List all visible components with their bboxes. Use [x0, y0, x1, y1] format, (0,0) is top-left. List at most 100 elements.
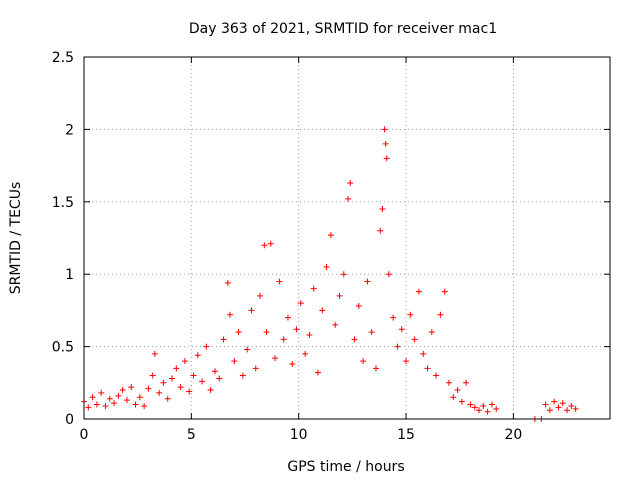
- data-point: [424, 365, 431, 372]
- data-point: [239, 372, 246, 379]
- data-point: [415, 288, 422, 295]
- data-point: [564, 407, 571, 414]
- data-point: [383, 155, 390, 162]
- data-point: [160, 379, 167, 386]
- data-point: [441, 288, 448, 295]
- axis-ticks: 0 0.5 1 1.5 2 2.5 0 5 10 15 20: [52, 50, 610, 443]
- data-point: [136, 394, 143, 401]
- data-point: [428, 329, 435, 336]
- data-point: [351, 336, 358, 343]
- data-point: [115, 392, 122, 399]
- data-point: [471, 404, 478, 411]
- data-point: [398, 326, 405, 333]
- data-point: [476, 407, 483, 414]
- data-point: [252, 365, 259, 372]
- data-point: [203, 343, 210, 350]
- x-tick-label: 0: [80, 427, 89, 443]
- data-point: [546, 407, 553, 414]
- data-point: [272, 355, 279, 362]
- data-point: [211, 368, 218, 375]
- data-point: [368, 329, 375, 336]
- data-point: [488, 401, 495, 408]
- data-point: [164, 395, 171, 402]
- data-point: [98, 389, 105, 396]
- data-point: [145, 385, 152, 392]
- data-point: [411, 336, 418, 343]
- data-point: [263, 329, 270, 336]
- y-tick-label: 1: [65, 267, 74, 283]
- data-point: [445, 379, 452, 386]
- data-point: [132, 401, 139, 408]
- data-point: [111, 400, 118, 407]
- data-point: [190, 372, 197, 379]
- data-point: [572, 405, 579, 412]
- data-point: [403, 358, 410, 365]
- data-point: [123, 397, 130, 404]
- data-point: [173, 365, 180, 372]
- data-point: [93, 401, 100, 408]
- data-point: [394, 343, 401, 350]
- x-axis-label: GPS time / hours: [287, 459, 404, 475]
- data-point: [347, 179, 354, 186]
- data-point: [216, 375, 223, 382]
- x-tick-label: 5: [187, 427, 196, 443]
- data-point: [360, 358, 367, 365]
- data-point: [106, 395, 113, 402]
- data-point: [493, 405, 500, 412]
- data-point: [235, 329, 242, 336]
- data-point: [276, 278, 283, 285]
- data-point: [381, 126, 388, 133]
- data-point: [340, 271, 347, 278]
- data-point: [177, 384, 184, 391]
- data-point: [568, 402, 575, 409]
- data-point: [542, 401, 549, 408]
- grid: [84, 57, 610, 419]
- data-point: [437, 311, 444, 318]
- data-point: [257, 292, 264, 299]
- data-point: [151, 350, 158, 357]
- data-point: [377, 227, 384, 234]
- data-point: [102, 402, 109, 409]
- data-point: [186, 388, 193, 395]
- data-point: [467, 401, 474, 408]
- data-point: [433, 372, 440, 379]
- data-point: [463, 379, 470, 386]
- data-point: [555, 404, 562, 411]
- data-point: [385, 271, 392, 278]
- data-point: [551, 398, 558, 405]
- data-point: [336, 292, 343, 299]
- data-point: [355, 303, 362, 310]
- y-tick-label: 1.5: [52, 195, 74, 211]
- data-point: [128, 384, 135, 391]
- x-tick-label: 15: [397, 427, 415, 443]
- y-tick-label: 2: [65, 122, 74, 138]
- data-point: [119, 387, 126, 394]
- data-point: [310, 285, 317, 292]
- data-point: [293, 326, 300, 333]
- chart-title: Day 363 of 2021, SRMTID for receiver mac…: [189, 21, 497, 37]
- data-point: [297, 300, 304, 307]
- plot-frame: [83, 56, 611, 420]
- data-point: [484, 408, 491, 415]
- data-point: [364, 278, 371, 285]
- data-point: [379, 206, 386, 213]
- data-point: [244, 346, 251, 353]
- data-point: [231, 358, 238, 365]
- data-point: [450, 394, 457, 401]
- data-point: [390, 314, 397, 321]
- data-point: [261, 242, 268, 249]
- data-points: [81, 126, 579, 422]
- data-point: [327, 232, 334, 239]
- data-point: [345, 195, 352, 202]
- data-point: [85, 404, 92, 411]
- x-tick-label: 20: [504, 427, 522, 443]
- data-point: [89, 394, 96, 401]
- data-point: [169, 375, 176, 382]
- data-point: [323, 263, 330, 270]
- y-axis-label: SRMTID / TECUs: [8, 182, 24, 295]
- data-point: [420, 350, 427, 357]
- data-point: [156, 389, 163, 396]
- data-point: [199, 378, 206, 385]
- data-point: [454, 387, 461, 394]
